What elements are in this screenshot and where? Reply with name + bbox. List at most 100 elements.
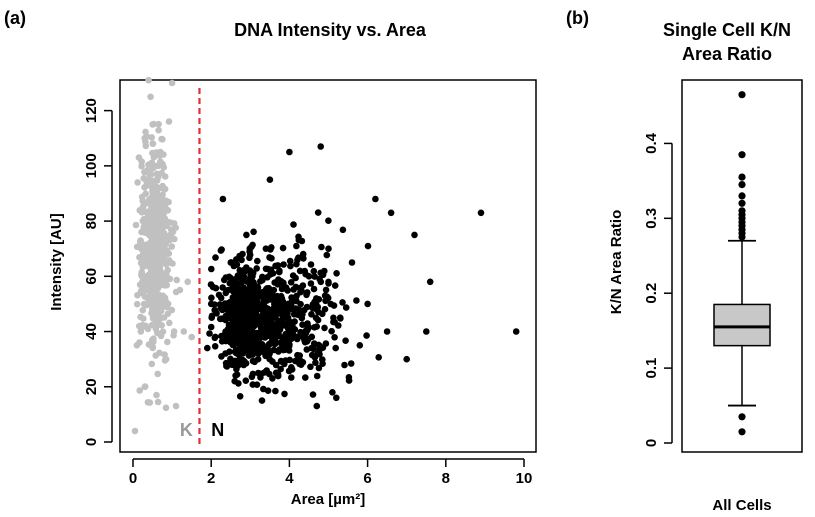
scatter-point-n [249, 370, 257, 378]
scatter-point-n [211, 301, 218, 308]
scatter-point-n [288, 294, 295, 301]
scatter-point-n [328, 327, 335, 335]
scatter-point-n [333, 394, 340, 402]
scatter-point-n [265, 342, 272, 349]
scatter-point-k [166, 319, 173, 327]
box-outlier [738, 173, 746, 181]
scatter-point-k [141, 175, 149, 183]
scatter-point-n [236, 393, 244, 400]
scatter-point-n [348, 259, 356, 266]
scatter-point-k [149, 140, 157, 147]
scatter-point-k [173, 276, 180, 284]
scatter-point-n [249, 314, 257, 321]
scatter-point-n [253, 320, 261, 328]
scatter-point-n [279, 244, 287, 252]
scatter-point-n [208, 294, 215, 302]
scatter-point-n [219, 284, 226, 291]
scatter-point-n [290, 332, 298, 340]
scatter-point-n [323, 251, 331, 259]
scatter-point-n [295, 254, 302, 261]
scatter-point-n [325, 280, 332, 287]
scatter-point-n [286, 257, 294, 265]
box-title-line-2: Area Ratio [682, 44, 772, 64]
scatter-point-n [276, 326, 284, 334]
box-title-line-1: Single Cell K/N [663, 20, 791, 40]
scatter-point-n [331, 318, 339, 326]
scatter-point-k [149, 315, 157, 322]
scatter-x-tick-label: 4 [285, 470, 294, 487]
scatter-point-n [297, 328, 304, 336]
scatter-point-k [145, 76, 152, 84]
scatter-point-k [161, 351, 168, 358]
scatter-point-k [150, 335, 157, 343]
scatter-point-n [212, 254, 219, 261]
scatter-point-n [279, 280, 287, 288]
scatter-point-n [353, 297, 360, 304]
scatter-point-k [162, 199, 170, 207]
scatter-point-n [271, 340, 279, 348]
box-y-tick-label: 0.3 [643, 208, 660, 229]
scatter-point-n [268, 333, 275, 341]
box-y-tick-label: 0.4 [643, 132, 660, 154]
scatter-point-n [249, 381, 257, 388]
scatter-point-n [285, 317, 293, 324]
scatter-point-k [152, 298, 160, 306]
scatter-point-n [240, 337, 248, 345]
scatter-point-k [144, 224, 152, 231]
scatter-point-k [149, 165, 157, 172]
box-outlier [738, 151, 746, 159]
scatter-point-n [266, 355, 273, 363]
scatter-title: DNA Intensity vs. Area [234, 20, 427, 40]
scatter-point-n [271, 279, 279, 286]
scatter-point-n [249, 357, 257, 365]
scatter-point-k [153, 193, 161, 200]
scatter-point-k [138, 162, 145, 170]
scatter-point-n [226, 301, 233, 308]
box-iqr [713, 303, 771, 347]
scatter-point-k [145, 341, 153, 348]
scatter-point-n [321, 324, 328, 332]
scatter-point-n [222, 337, 230, 345]
scatter-point-k [142, 138, 149, 145]
scatter-point-n [303, 346, 311, 353]
scatter-point-n [293, 242, 300, 250]
scatter-point-n [288, 374, 295, 381]
scatter-point-n [300, 306, 308, 314]
scatter-point-k [158, 220, 166, 228]
scatter-point-n [285, 336, 292, 343]
scatter-point-k [144, 281, 151, 289]
scatter-point-k [139, 306, 147, 314]
box-y-tick-label: 0.2 [643, 283, 660, 304]
scatter-plot-frame [119, 79, 537, 453]
scatter-point-k [156, 184, 164, 192]
scatter-point-k [139, 321, 146, 329]
scatter-point-n [280, 346, 287, 354]
scatter-point-k [148, 228, 155, 236]
scatter-point-n [286, 148, 293, 156]
box-axes: 0 0.1 0.2 0.3 0.4 [643, 132, 673, 447]
scatter-point-n [331, 282, 339, 289]
scatter-point-n [325, 217, 332, 224]
scatter-point-k [160, 151, 167, 158]
scatter-point-k [156, 268, 163, 275]
scatter-y-tick-label: 80 [83, 213, 100, 230]
scatter-point-k [171, 235, 178, 243]
scatter-point-n [322, 286, 330, 294]
scatter-point-n [268, 327, 276, 334]
scatter-point-n [218, 332, 225, 340]
scatter-point-k [164, 207, 172, 214]
scatter-point-k [141, 208, 148, 215]
scatter-point-n [239, 250, 246, 258]
scatter-point-n [311, 273, 318, 280]
scatter-point-n [233, 365, 240, 373]
scatter-point-k [133, 243, 141, 251]
scatter-x-axis-label: Area [µm²] [291, 491, 366, 508]
scatter-point-k [131, 427, 139, 435]
scatter-point-k [148, 290, 156, 298]
scatter-point-n [235, 380, 242, 387]
scatter-point-n [240, 284, 247, 292]
scatter-point-k [132, 221, 140, 229]
scatter-point-n [310, 285, 318, 293]
scatter-point-k [151, 205, 159, 213]
